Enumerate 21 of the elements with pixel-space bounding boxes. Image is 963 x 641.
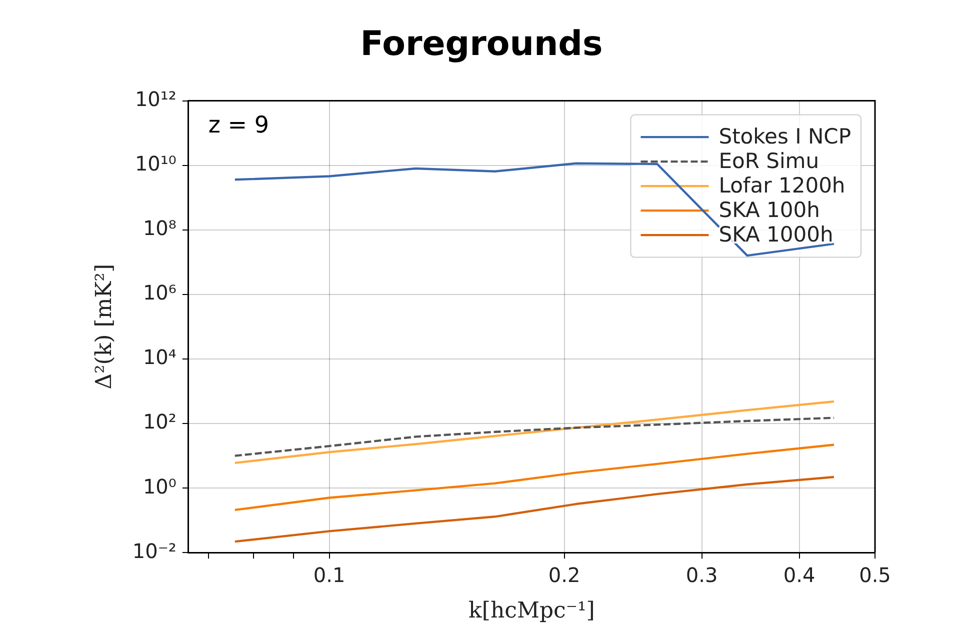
legend-label: Stokes I NCP xyxy=(718,124,851,149)
y-tick-label: 10⁸ xyxy=(142,216,176,240)
legend-label: Lofar 1200h xyxy=(718,174,846,198)
x-tick-label: 0.2 xyxy=(548,562,580,587)
y-tick-label: 10⁶ xyxy=(142,280,176,305)
y-tick-label: 10¹² xyxy=(134,87,176,112)
y-tick-label: 10⁻² xyxy=(132,538,176,563)
x-tick-label: 0.3 xyxy=(686,562,718,587)
x-tick-label: 0.4 xyxy=(783,562,816,587)
legend-label: EoR Simu xyxy=(718,149,820,174)
y-tick-label: 10⁴ xyxy=(142,345,176,370)
y-axis-title: Δ²(k) [mK²] xyxy=(92,264,117,390)
annotation: z = 9 xyxy=(208,112,270,138)
y-tick-label: 10¹⁰ xyxy=(134,152,176,176)
x-tick-label: 0.1 xyxy=(313,562,346,587)
chart-title: Foregrounds xyxy=(360,24,603,64)
y-tick-label: 10² xyxy=(142,410,176,434)
y-tick-label: 10⁰ xyxy=(142,474,176,498)
x-tick-label: 0.5 xyxy=(859,562,891,587)
legend-label: SKA 100h xyxy=(718,198,820,222)
x-axis-title: k[hcMpc⁻¹] xyxy=(468,598,595,624)
